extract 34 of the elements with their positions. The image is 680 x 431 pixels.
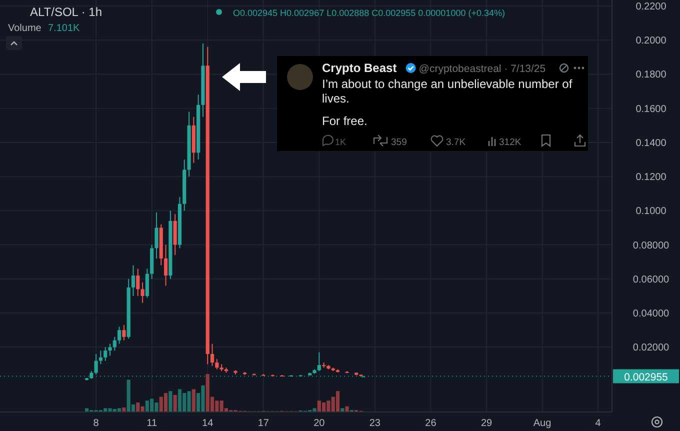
x-tick-label: 20 [314,418,326,429]
annotation: @cryptobeastreal · 7/13/25 [418,63,546,75]
x-tick-label: 11 [146,418,158,429]
annotation: 1K [335,137,346,147]
ref-line-label: 0.002955 [624,371,668,384]
y-tick-label: 0.1400 [636,138,667,149]
y-tick-label: 0.02000 [632,342,670,354]
x-tick-label: 8 [93,418,100,429]
x-tick-label: 23 [369,418,381,429]
y-tick-label: 0.1200 [636,172,667,184]
x-tick-label: 14 [202,418,214,429]
y-tick-label: 0.04000 [632,308,670,320]
y-tick-label: 0.08000 [632,240,670,252]
x-tick-label: 17 [258,418,270,429]
x-tick-label: 4 [595,418,602,429]
y-tick-label: 0.2200 [636,1,667,12]
y-tick-label: 0.1800 [636,70,667,81]
annotation: For free. [322,114,368,128]
y-tick-label: 0.1000 [636,206,667,218]
y-tick-label: 0.2000 [636,36,667,47]
x-tick-label: 26 [425,418,437,429]
annotation: 7.101K [48,23,80,34]
annotation: I’m about to change an unbelievable number of lives. [322,77,573,106]
annotation: 3.7K [446,137,466,148]
chart-title: Volume [8,23,42,34]
annotation: 359 [391,137,407,148]
y-tick-label: 0.1600 [636,104,667,115]
text: ALT/SOL · 1h [30,5,102,19]
y-tick-label: 0.06000 [632,274,670,286]
x-tick-label: 29 [480,418,492,429]
text: O0.002945 H0.002967 L0.002888 C0.002955 0.00001000 (+0.34%) [233,8,505,18]
annotation: 312K [499,137,522,148]
x-tick-label: Aug [533,418,552,429]
annotation: Crypto Beast [322,61,397,75]
